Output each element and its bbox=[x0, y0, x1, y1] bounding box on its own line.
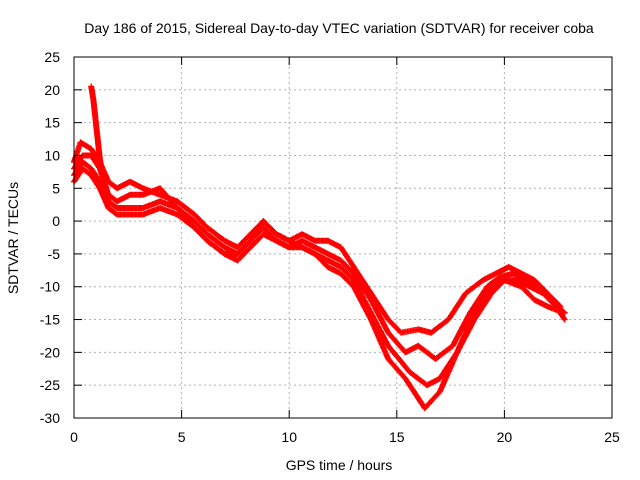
x-tick-label: 20 bbox=[497, 429, 513, 445]
x-tick-label: 5 bbox=[178, 429, 186, 445]
series-spike bbox=[88, 83, 105, 175]
y-tick-label: -20 bbox=[40, 344, 60, 360]
y-tick-label: 0 bbox=[52, 213, 60, 229]
series-track-1 bbox=[71, 139, 564, 336]
x-axis-label: GPS time / hours bbox=[286, 457, 393, 473]
y-tick-label: 25 bbox=[44, 49, 60, 65]
series-track-4 bbox=[71, 165, 568, 412]
y-axis-label: SDTVAR / TECUs bbox=[5, 182, 21, 294]
chart-title: Day 186 of 2015, Sidereal Day-to-day VTE… bbox=[84, 20, 594, 36]
y-tick-label: -5 bbox=[48, 246, 61, 262]
x-tick-label: 25 bbox=[604, 429, 620, 445]
y-tick-label: -25 bbox=[40, 377, 60, 393]
y-tick-label: -30 bbox=[40, 410, 60, 426]
plot-frame bbox=[73, 56, 613, 419]
x-tick-label: 15 bbox=[389, 429, 405, 445]
y-tick-label: 10 bbox=[44, 147, 60, 163]
y-tick-label: -10 bbox=[40, 279, 60, 295]
x-tick-label: 10 bbox=[281, 429, 297, 445]
y-tick-label: 5 bbox=[52, 180, 60, 196]
y-tick-label: -15 bbox=[40, 312, 60, 328]
y-tick-label: 15 bbox=[44, 115, 60, 131]
data-point-markers bbox=[71, 165, 568, 412]
y-tick-label: 20 bbox=[44, 82, 60, 98]
x-tick-label: 0 bbox=[70, 429, 78, 445]
data-point-markers bbox=[71, 139, 564, 336]
data-point-markers bbox=[88, 83, 105, 175]
